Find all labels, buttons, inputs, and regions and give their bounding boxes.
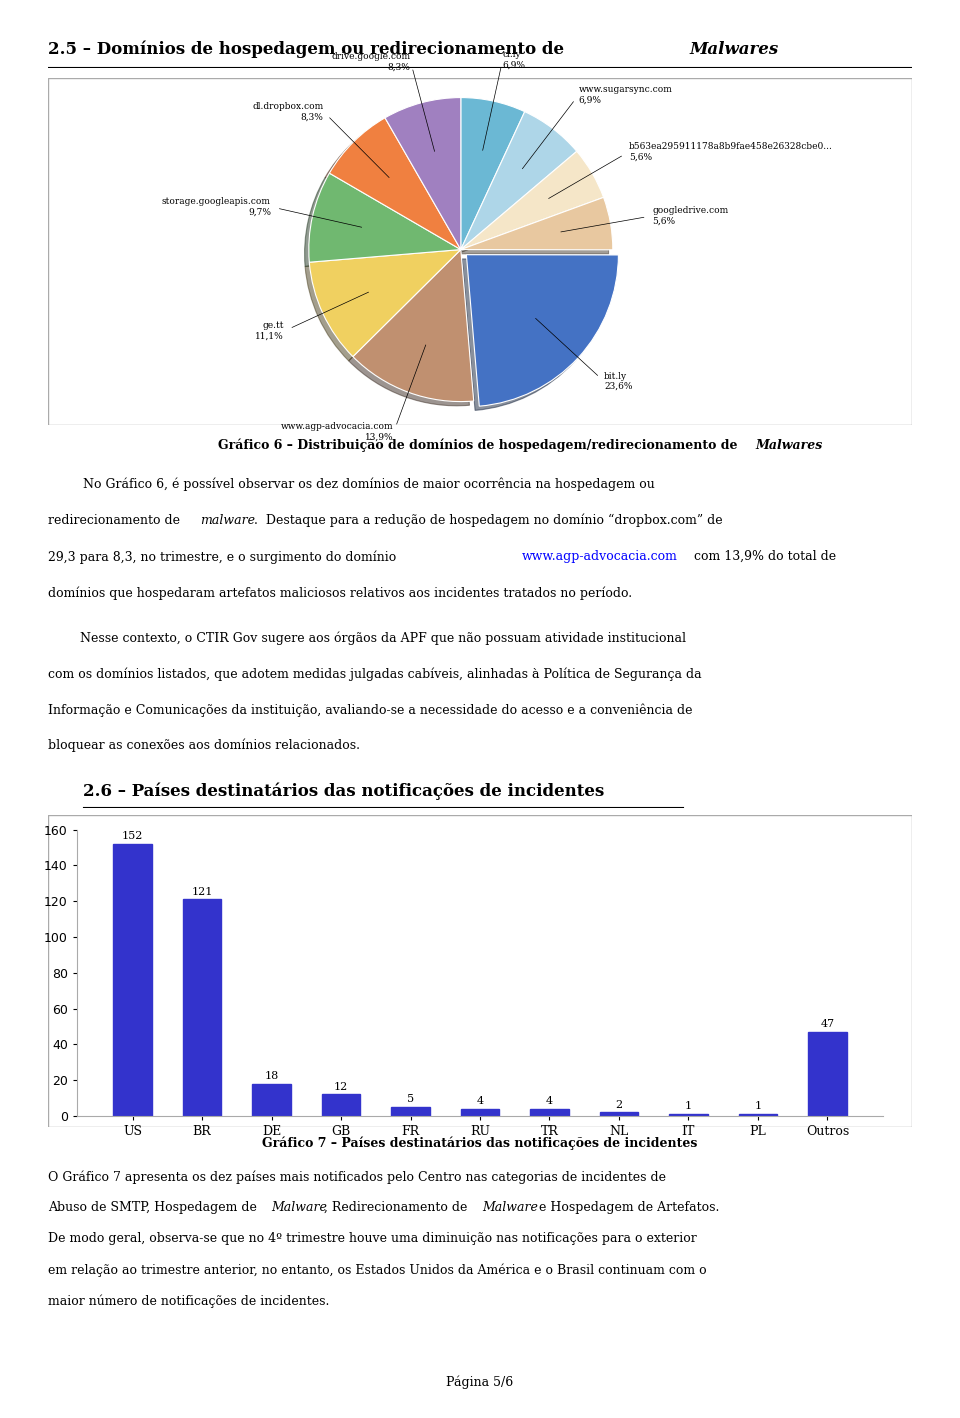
Text: 47: 47 <box>821 1020 834 1029</box>
Bar <box>808 1032 847 1116</box>
Text: domínios que hospedaram artefatos maliciosos relativos aos incidentes tratados n: domínios que hospedaram artefatos malici… <box>48 587 632 600</box>
Text: storage.googleapis.com
9,7%: storage.googleapis.com 9,7% <box>162 197 271 217</box>
Wedge shape <box>309 173 461 262</box>
Text: Abuso de SMTP, Hospedagem de: Abuso de SMTP, Hospedagem de <box>48 1201 261 1214</box>
Wedge shape <box>461 197 612 250</box>
Text: 1: 1 <box>684 1102 692 1112</box>
Text: e Hospedagem de Artefatos.: e Hospedagem de Artefatos. <box>536 1201 720 1214</box>
Text: bloquear as conexões aos domínios relacionados.: bloquear as conexões aos domínios relaci… <box>48 739 360 753</box>
Text: Gráfico 7 – Países destinatários das notificações de incidentes: Gráfico 7 – Países destinatários das not… <box>262 1136 698 1150</box>
Wedge shape <box>353 250 473 401</box>
Bar <box>600 1112 638 1116</box>
Text: De modo geral, observa-se que no 4º trimestre houve uma diminuição nas notificaç: De modo geral, observa-se que no 4º trim… <box>48 1232 697 1245</box>
Text: drive.google.com
8,3%: drive.google.com 8,3% <box>331 52 411 71</box>
Text: 121: 121 <box>191 886 213 896</box>
Text: Gráfico 6 – Distribuição de domínios de hospedagem/redirecionamento de: Gráfico 6 – Distribuição de domínios de … <box>218 438 742 452</box>
Text: com os domínios listados, que adotem medidas julgadas cabíveis, alinhadas à Polí: com os domínios listados, que adotem med… <box>48 668 702 681</box>
Text: .  Destaque para a redução de hospedagem no domínio “dropbox.com” de: . Destaque para a redução de hospedagem … <box>254 513 723 527</box>
Text: 12: 12 <box>334 1082 348 1092</box>
Bar <box>322 1095 360 1116</box>
Text: 2.5 – Domínios de hospedagem ou redirecionamento de: 2.5 – Domínios de hospedagem ou redireci… <box>48 41 569 58</box>
Bar <box>739 1115 777 1116</box>
Text: www.agp-advocacia.com: www.agp-advocacia.com <box>521 550 678 563</box>
Bar <box>183 899 221 1116</box>
Text: Malware: Malware <box>271 1201 326 1214</box>
Wedge shape <box>461 112 577 250</box>
Text: www.agp-advocacia.com
13,9%: www.agp-advocacia.com 13,9% <box>281 423 394 442</box>
Text: Malware: Malware <box>482 1201 538 1214</box>
Text: ge.tt
11,1%: ge.tt 11,1% <box>255 322 284 340</box>
Text: Nesse contexto, o CTIR Gov sugere aos órgãos da APF que não possuam atividade in: Nesse contexto, o CTIR Gov sugere aos ór… <box>48 631 686 645</box>
Wedge shape <box>461 152 604 250</box>
Wedge shape <box>467 255 618 406</box>
Bar <box>392 1107 430 1116</box>
Text: maior número de notificações de incidentes.: maior número de notificações de incident… <box>48 1295 329 1307</box>
Bar <box>530 1109 568 1116</box>
Text: b563ea295911178a8b9fae458e26328cbe0...
5,6%: b563ea295911178a8b9fae458e26328cbe0... 5… <box>629 142 833 162</box>
Wedge shape <box>329 118 461 250</box>
Text: 152: 152 <box>122 831 143 841</box>
Bar <box>461 1109 499 1116</box>
FancyBboxPatch shape <box>48 78 912 425</box>
Text: Informação e Comunicações da instituição, avaliando-se a necessidade do acesso e: Informação e Comunicações da instituição… <box>48 703 692 716</box>
Text: em relação ao trimestre anterior, no entanto, os Estados Unidos da América e o B: em relação ao trimestre anterior, no ent… <box>48 1263 707 1276</box>
Text: O Gráfico 7 apresenta os dez países mais notificados pelo Centro nas categorias : O Gráfico 7 apresenta os dez países mais… <box>48 1170 666 1184</box>
Text: 5: 5 <box>407 1095 414 1105</box>
FancyBboxPatch shape <box>48 815 912 1127</box>
Text: 4: 4 <box>476 1096 484 1106</box>
Text: 2: 2 <box>615 1100 622 1110</box>
Text: Página 5/6: Página 5/6 <box>446 1375 514 1390</box>
Text: bit.ly
23,6%: bit.ly 23,6% <box>604 372 633 391</box>
Text: No Gráfico 6, é possível observar os dez domínios de maior ocorrência na hospeda: No Gráfico 6, é possível observar os dez… <box>83 478 655 491</box>
Text: www.sugarsync.com
6,9%: www.sugarsync.com 6,9% <box>579 85 673 105</box>
Bar <box>669 1115 708 1116</box>
Text: googledrive.com
5,6%: googledrive.com 5,6% <box>653 206 729 225</box>
Text: redirecionamento de: redirecionamento de <box>48 513 184 526</box>
Text: cl.ly
6,9%: cl.ly 6,9% <box>503 50 526 69</box>
Text: dl.dropbox.com
8,3%: dl.dropbox.com 8,3% <box>252 102 324 122</box>
Wedge shape <box>461 98 525 250</box>
Text: Malwares: Malwares <box>756 438 823 452</box>
Wedge shape <box>309 250 461 357</box>
Text: com 13,9% do total de: com 13,9% do total de <box>690 550 836 563</box>
Bar <box>252 1083 291 1116</box>
Text: 29,3 para 8,3, no trimestre, e o surgimento do domínio: 29,3 para 8,3, no trimestre, e o surgime… <box>48 550 400 563</box>
Bar <box>113 844 152 1116</box>
Text: 1: 1 <box>755 1102 761 1112</box>
Wedge shape <box>385 98 461 250</box>
Text: 18: 18 <box>264 1071 278 1081</box>
Text: 2.6 – Países destinatários das notificações de incidentes: 2.6 – Países destinatários das notificaç… <box>83 783 604 800</box>
Text: , Redirecionamento de: , Redirecionamento de <box>324 1201 472 1214</box>
Text: malware: malware <box>200 513 255 526</box>
Text: Malwares: Malwares <box>689 41 779 58</box>
Text: 4: 4 <box>546 1096 553 1106</box>
